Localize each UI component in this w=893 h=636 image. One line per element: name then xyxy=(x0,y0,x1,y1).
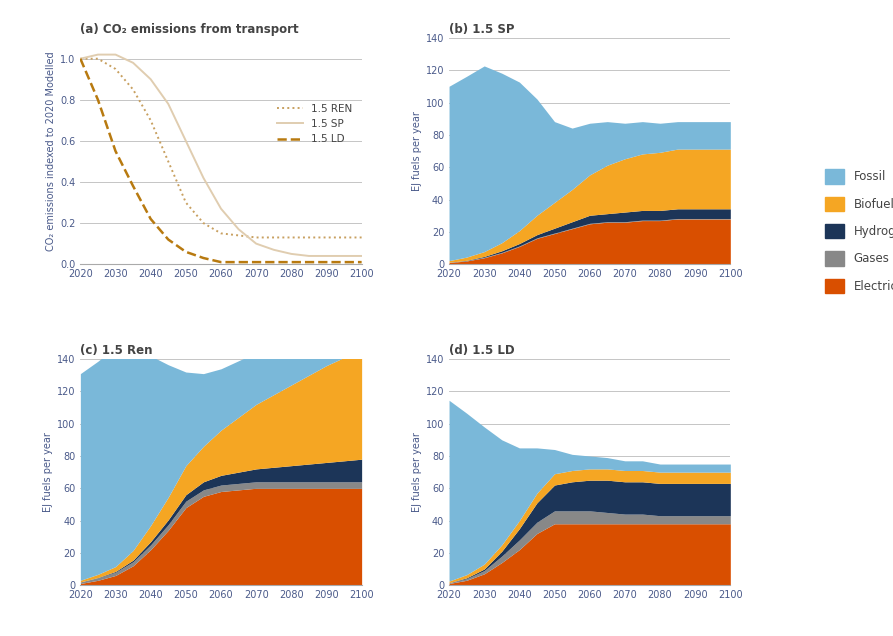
Legend: 1.5 REN, 1.5 SP, 1.5 LD: 1.5 REN, 1.5 SP, 1.5 LD xyxy=(272,100,356,148)
Text: (c) 1.5 Ren: (c) 1.5 Ren xyxy=(80,343,153,357)
Y-axis label: EJ fuels per year: EJ fuels per year xyxy=(412,111,421,191)
Y-axis label: EJ fuels per year: EJ fuels per year xyxy=(412,432,421,512)
Legend: Fossil, Biofuels, Hydrogen, Gases, Electricity: Fossil, Biofuels, Hydrogen, Gases, Elect… xyxy=(821,164,893,298)
Text: (a) CO₂ emissions from transport: (a) CO₂ emissions from transport xyxy=(80,23,299,36)
Text: (b) 1.5 SP: (b) 1.5 SP xyxy=(449,23,514,36)
Text: (d) 1.5 LD: (d) 1.5 LD xyxy=(449,343,514,357)
Y-axis label: CO₂ emissions indexed to 2020 Modelled: CO₂ emissions indexed to 2020 Modelled xyxy=(46,52,56,251)
Y-axis label: EJ fuels per year: EJ fuels per year xyxy=(43,432,53,512)
